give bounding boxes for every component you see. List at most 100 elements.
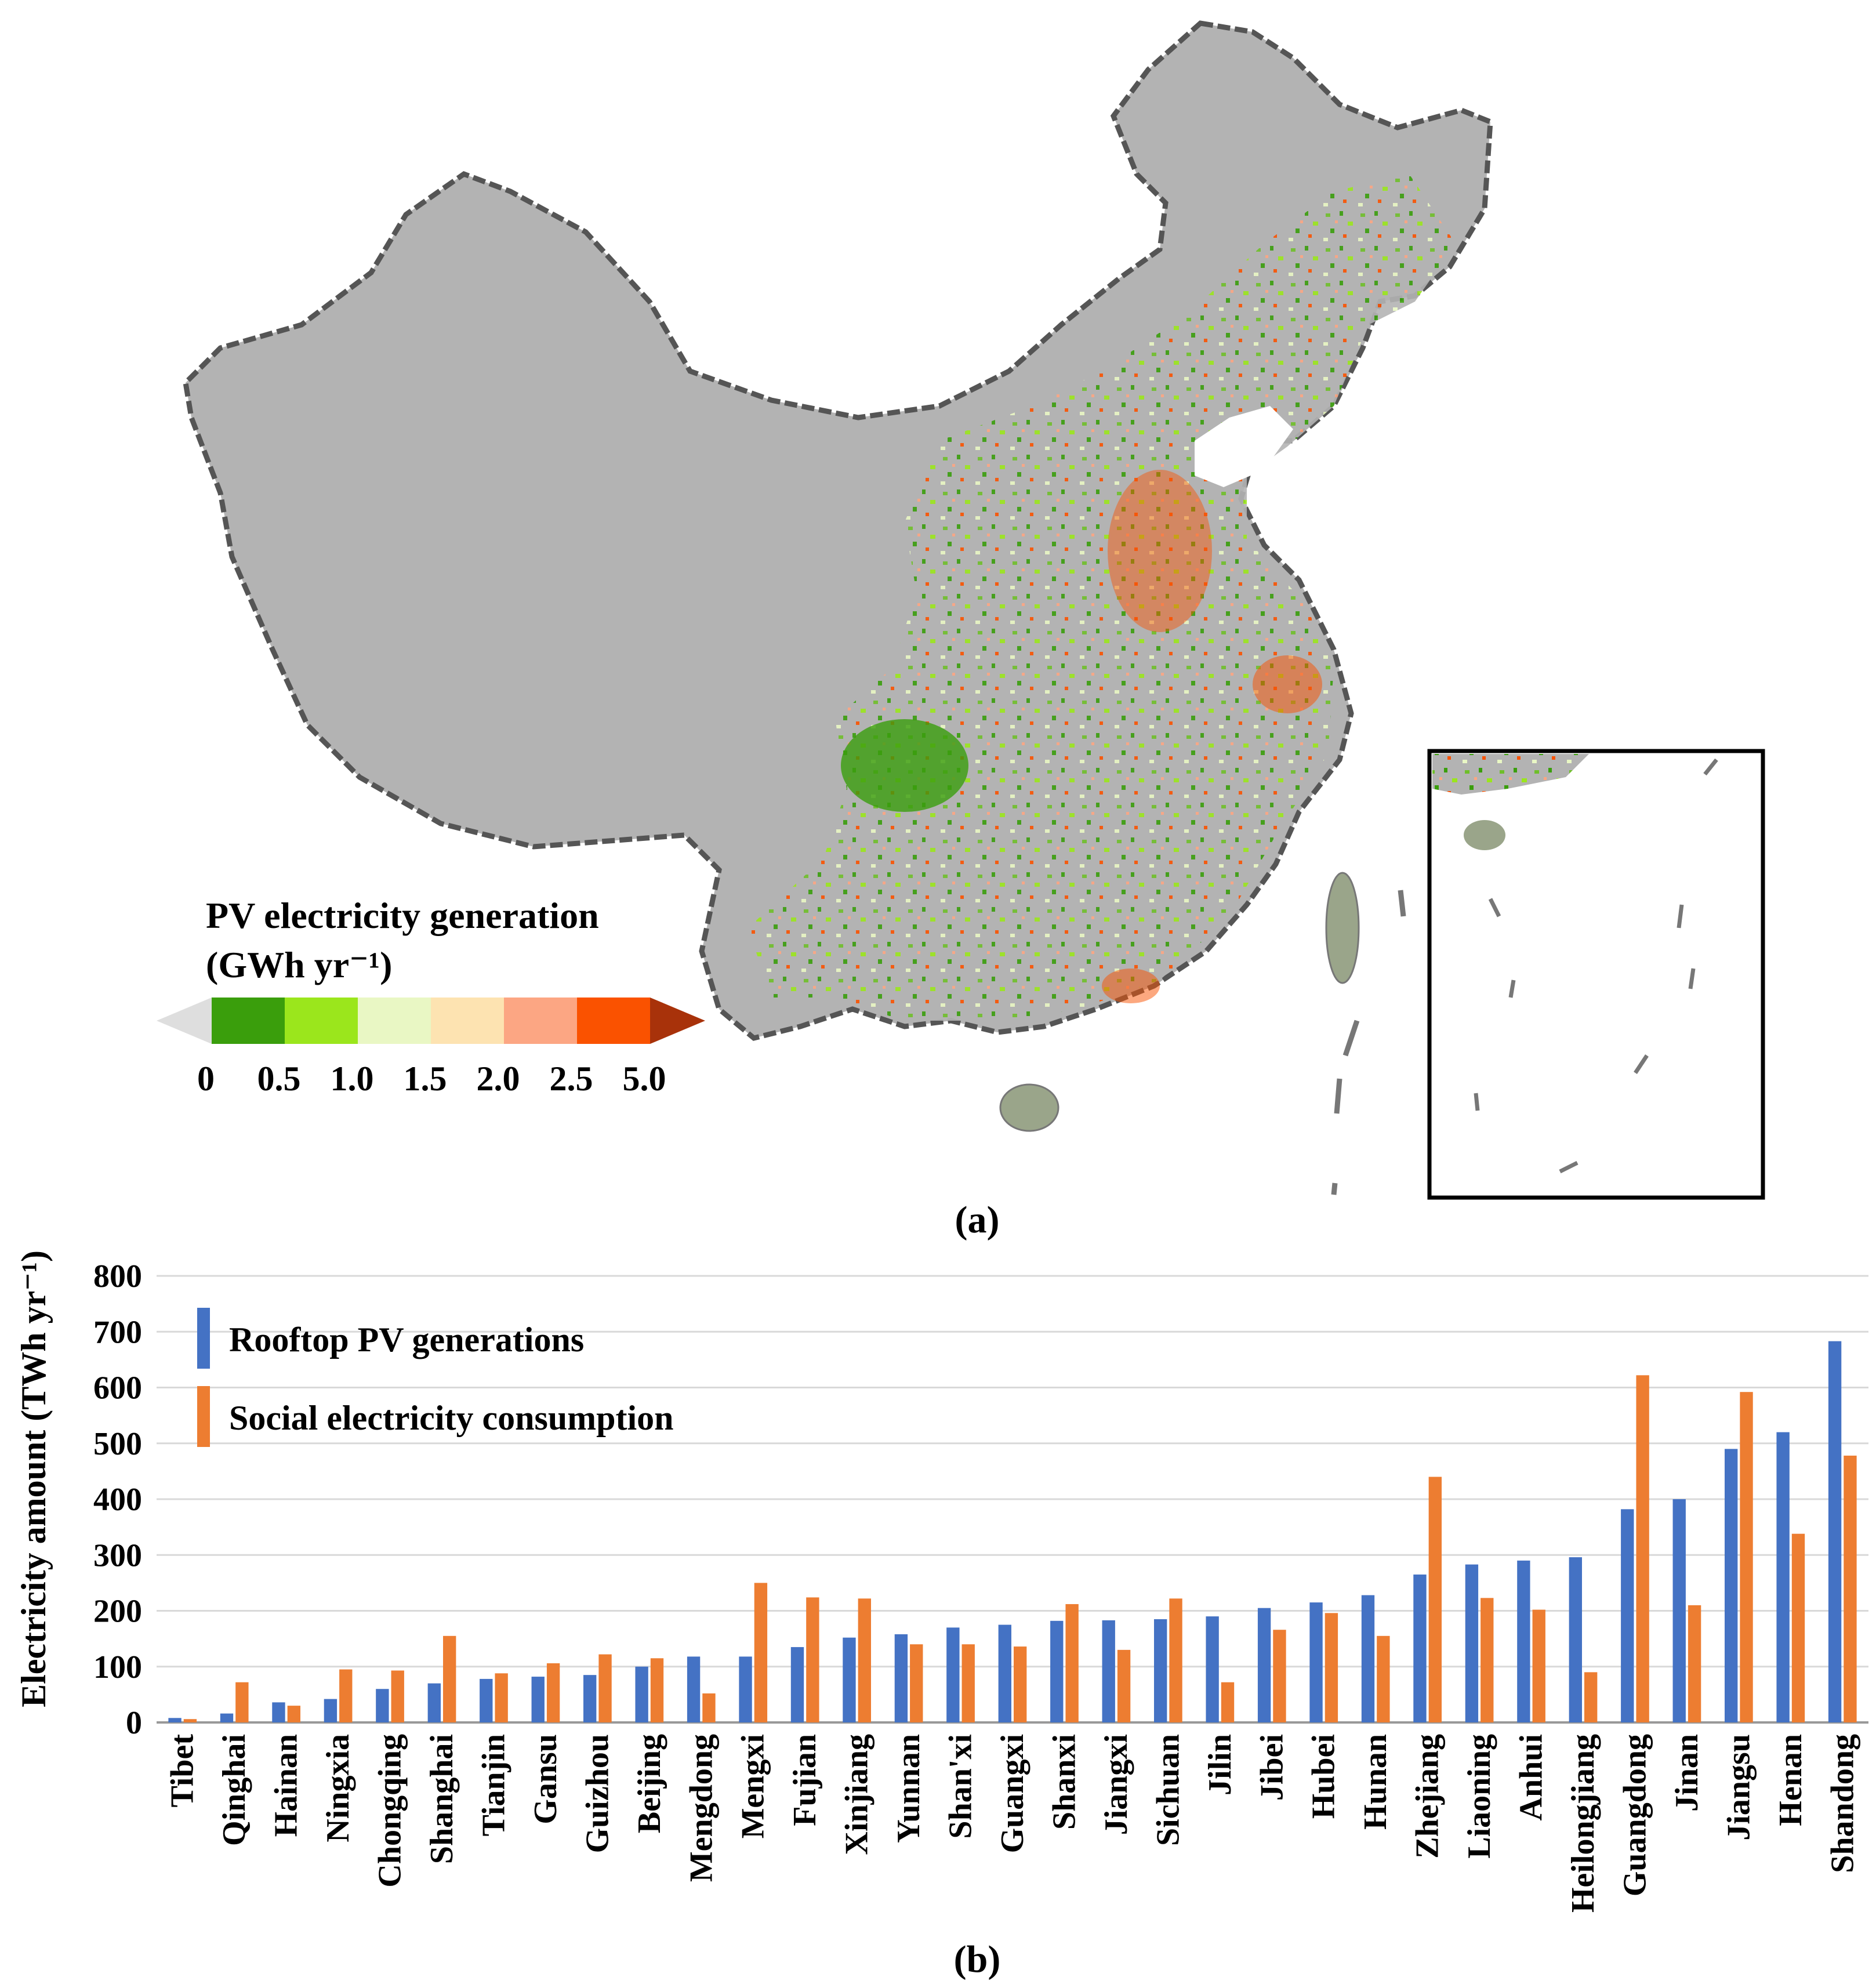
bar-social-consumption-jiangsu xyxy=(1740,1392,1753,1722)
bar-social-consumption-hunan xyxy=(1377,1635,1390,1722)
bar-rooftop-pv-tianjin xyxy=(480,1678,493,1722)
bar-rooftop-pv-qinghai xyxy=(220,1713,234,1722)
legend-label-rooftop-pv: Rooftop PV generations xyxy=(229,1321,584,1359)
legend-swatch-4 xyxy=(431,998,504,1044)
bar-social-consumption-heilongjiang xyxy=(1584,1672,1598,1722)
bar-social-consumption-yunnan xyxy=(910,1644,923,1722)
bar-social-consumption-shanxi xyxy=(961,1644,975,1722)
category-label: Guangxi xyxy=(995,1734,1030,1853)
bar-social-consumption-qinghai xyxy=(235,1682,249,1722)
category-label: Heilongjiang xyxy=(1565,1734,1601,1913)
panel-label-a: (a) xyxy=(955,1199,1000,1241)
category-label: Mengxi xyxy=(735,1734,771,1838)
bar-rooftop-pv-tibet xyxy=(168,1718,182,1722)
bar-rooftop-pv-hunan xyxy=(1361,1595,1375,1722)
bar-rooftop-pv-liaoning xyxy=(1465,1564,1479,1722)
bar-social-consumption-sichuan xyxy=(1169,1598,1182,1722)
bar-rooftop-pv-heilongjiang xyxy=(1569,1557,1582,1722)
bar-social-consumption-jilin xyxy=(1221,1682,1235,1722)
bar-rooftop-pv-zhejiang xyxy=(1413,1574,1427,1722)
hainan-island xyxy=(999,1083,1059,1132)
legend-tick-label: 1.5 xyxy=(404,1060,447,1098)
bar-social-consumption-mengxi xyxy=(754,1583,768,1722)
bar-social-consumption-zhejiang xyxy=(1428,1477,1442,1722)
x-axis-category-labels: Tibet Qinghai Hainan Ningxia Chongqing Shangh… xyxy=(165,1734,1861,1913)
sichuan-basin-patch xyxy=(841,719,968,812)
y-tick-label: 300 xyxy=(93,1537,142,1573)
bar-rooftop-pv-jinan xyxy=(1672,1499,1686,1722)
category-label: Yunnan xyxy=(891,1734,927,1843)
category-label: Ningxia xyxy=(320,1734,356,1842)
pv-generation-map: PV electricity generation (GWh yr⁻¹) 0 0.… xyxy=(157,20,1765,1241)
pearl-river-hotspot xyxy=(1102,969,1160,1003)
bar-rooftop-pv-hainan xyxy=(272,1702,285,1722)
electricity-bar-chart: 0 100 200 300 400 500 600 700 800 Tibet Qinghai Ha… xyxy=(14,1250,1868,1981)
y-tick-label: 100 xyxy=(93,1649,142,1685)
y-tick-label: 700 xyxy=(93,1314,142,1350)
category-label: Shanghai xyxy=(424,1734,460,1864)
bar-social-consumption-guizhou xyxy=(598,1654,612,1722)
bar-social-consumption-shanghai xyxy=(443,1635,456,1722)
bar-social-consumption-tibet xyxy=(183,1719,197,1722)
category-label: Jibei xyxy=(1254,1734,1290,1801)
bar-social-consumption-anhui xyxy=(1532,1609,1545,1722)
y-tick-label: 600 xyxy=(93,1370,142,1406)
bar-rooftop-pv-guangxi xyxy=(998,1624,1011,1722)
bar-rooftop-pv-guizhou xyxy=(583,1675,597,1722)
bar-rooftop-pv-mengdong xyxy=(687,1656,701,1722)
legend-label-social-consumption: Social electricity consumption xyxy=(229,1399,674,1437)
category-label: Shanxi xyxy=(1046,1734,1082,1830)
bar-social-consumption-gansu xyxy=(546,1663,560,1722)
bar-rooftop-pv-guangdong xyxy=(1621,1509,1634,1722)
bar-rooftop-pv-yunnan xyxy=(894,1634,908,1722)
bar-rooftop-pv-jiangsu xyxy=(1725,1449,1738,1722)
y-tick-label: 0 xyxy=(126,1705,142,1741)
yangtze-delta-hotspot xyxy=(1253,655,1322,713)
legend-title-line2: (GWh yr⁻¹) xyxy=(206,944,392,985)
grid-lines xyxy=(157,1275,1868,1724)
bar-social-consumption-guangxi xyxy=(1014,1646,1027,1722)
bar-rooftop-pv-mengxi xyxy=(739,1656,752,1722)
chart-legend: Rooftop PV generations Social electricit… xyxy=(197,1308,674,1447)
legend-tick-label: 0 xyxy=(197,1060,215,1098)
legend-swatch-rooftop-pv xyxy=(197,1308,210,1369)
bar-rooftop-pv-fujian xyxy=(790,1647,804,1722)
legend-colorbar xyxy=(157,998,705,1044)
category-label: Zhejiang xyxy=(1410,1734,1446,1859)
bar-social-consumption-jibei xyxy=(1273,1630,1286,1722)
category-label: Gansu xyxy=(528,1734,564,1825)
y-tick-label: 400 xyxy=(93,1482,142,1518)
category-label: Hunan xyxy=(1358,1734,1394,1830)
category-label: Shandong xyxy=(1824,1734,1860,1873)
bar-social-consumption-hubei xyxy=(1325,1613,1338,1722)
category-label: Jinan xyxy=(1669,1734,1705,1812)
category-label: Guangdong xyxy=(1617,1734,1653,1896)
bar-rooftop-pv-henan xyxy=(1776,1432,1790,1722)
category-label: Hubei xyxy=(1306,1734,1342,1819)
bar-social-consumption-tianjin xyxy=(495,1673,508,1722)
bar-social-consumption-beijing xyxy=(650,1658,664,1722)
bar-rooftop-pv-ningxia xyxy=(324,1699,338,1722)
bar-social-consumption-jiangxi xyxy=(1117,1649,1131,1722)
legend-title-line1: PV electricity generation xyxy=(206,895,599,936)
taiwan-island xyxy=(1325,872,1360,984)
category-label: Jiangsu xyxy=(1721,1734,1757,1841)
bar-social-consumption-liaoning xyxy=(1481,1598,1494,1722)
category-label: Jiangxi xyxy=(1098,1734,1134,1835)
bar-rooftop-pv-hubei xyxy=(1309,1602,1323,1722)
legend-tick-labels: 0 0.5 1.0 1.5 2.0 2.5 5.0 xyxy=(197,1060,666,1098)
bar-social-consumption-fujian xyxy=(806,1597,819,1722)
category-label: Shan'xi xyxy=(943,1734,979,1839)
bar-rooftop-pv-xinjiang xyxy=(843,1637,856,1722)
legend-swatch-1 xyxy=(212,998,285,1044)
category-label: Hainan xyxy=(268,1734,304,1837)
bar-rooftop-pv-beijing xyxy=(635,1666,648,1722)
panel-label-b: (b) xyxy=(954,1938,1001,1981)
bar-social-consumption-mengdong xyxy=(702,1693,716,1722)
bar-rooftop-pv-sichuan xyxy=(1154,1619,1167,1722)
legend-arrow-high xyxy=(650,998,705,1044)
legend-tick-label: 0.5 xyxy=(257,1060,301,1098)
bar-social-consumption-hainan xyxy=(287,1706,300,1722)
legend-tick-label: 5.0 xyxy=(623,1060,666,1098)
bar-rooftop-pv-gansu xyxy=(531,1677,545,1722)
